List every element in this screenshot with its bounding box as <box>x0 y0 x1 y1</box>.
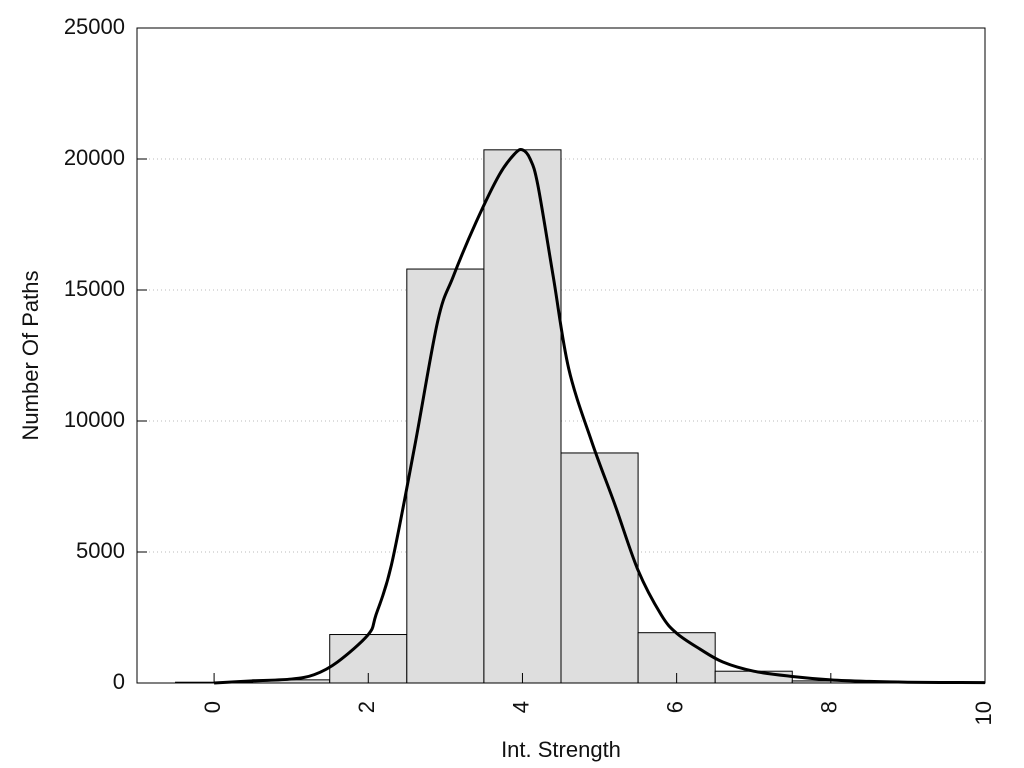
histogram-bar-7 <box>714 670 793 684</box>
y-tick-labels: 0 5000 10000 15000 20000 25000 <box>64 14 125 694</box>
y-tick-label: 10000 <box>64 407 125 432</box>
x-tick-label: 10 <box>971 701 996 725</box>
y-tick-label: 15000 <box>64 276 125 301</box>
plot-frame <box>136 27 986 684</box>
histogram-bar-3 <box>406 268 485 684</box>
axis-ticks <box>137 158 986 683</box>
x-tick-label: 2 <box>354 701 379 713</box>
x-axis-title: Int. Strength <box>501 737 621 762</box>
y-axis-title: Number Of Paths <box>18 271 43 441</box>
fit-curve <box>214 148 986 685</box>
histogram-bar-5 <box>560 452 639 684</box>
histogram-bars <box>175 149 947 684</box>
x-tick-label: 0 <box>200 701 225 713</box>
histogram-bar-4 <box>483 149 562 684</box>
y-tick-label: 5000 <box>76 538 125 563</box>
y-tick-label: 25000 <box>64 14 125 39</box>
x-tick-label: 6 <box>662 701 687 713</box>
y-tick-label: 0 <box>113 669 125 694</box>
fit-curve-layer <box>214 148 986 685</box>
x-tick-labels: 0 2 4 6 8 10 <box>200 701 996 725</box>
y-tick-label: 20000 <box>64 145 125 170</box>
x-tick-label: 4 <box>508 701 533 713</box>
x-tick-label: 8 <box>817 701 842 713</box>
